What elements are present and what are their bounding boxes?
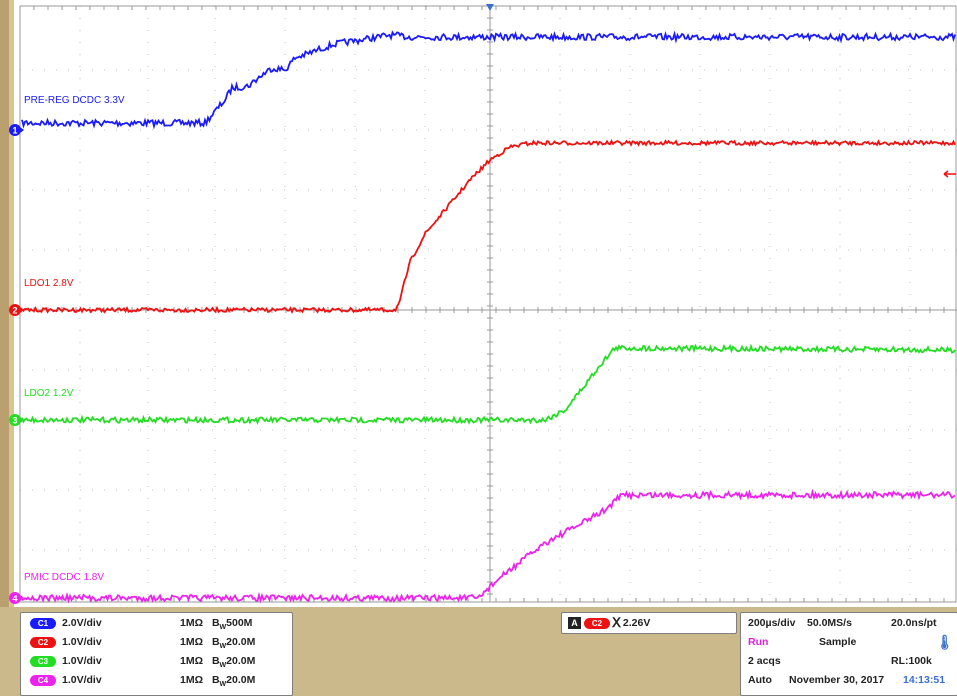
resolution-readout: 20.0ns/pt — [891, 617, 937, 629]
bandwidth-value: 20.0M — [226, 636, 256, 648]
impedance-text: 1MΩ — [180, 636, 204, 648]
channel-marker-number: 1 — [12, 126, 17, 136]
trace-label: PRE-REG DCDC 3.3V — [24, 95, 125, 106]
channel-4-marker[interactable]: 4 — [9, 592, 24, 604]
channel-2-badge[interactable]: C2 — [30, 636, 56, 648]
capture-date: November 30, 2017 — [789, 674, 885, 686]
impedance-text: 1MΩ — [180, 655, 204, 667]
channel-row[interactable]: C2 1.0V/div — [30, 634, 102, 650]
acquisition-count: 2 acqs — [748, 655, 781, 667]
trigger-type-badge: A — [568, 617, 581, 630]
acquisition-panel[interactable]: 200µs/div 50.0MS/s 20.0ns/pt Run Sample … — [740, 612, 957, 696]
channel-3-coupling: 1MΩ BW20.0M — [180, 653, 255, 669]
capture-time: 14:13:51 — [903, 674, 946, 686]
waveform-channel-1 — [21, 30, 956, 130]
trigger-slope-icon: Ⅹ — [612, 615, 621, 631]
bandwidth-subscript: W — [219, 643, 227, 651]
channel-settings-panel: C1 2.0V/div C2 1.0V/div C3 1.0V/div C4 1.0V/… — [20, 612, 293, 696]
trigger-position-marker — [486, 4, 494, 11]
impedance-text: 1MΩ — [180, 617, 204, 629]
waveform-channel-2 — [21, 138, 956, 315]
oscilloscope-display: 1 2 3 4 PRE-REG DCDC 3.3V LDO1 2.8V LDO2 1.2V… — [9, 0, 957, 607]
channel-2-marker[interactable]: 2 — [9, 304, 24, 316]
waveform-channel-4 — [21, 488, 956, 604]
thermometer-icon: 🌡 — [936, 634, 954, 650]
channel-marker-number: 4 — [12, 594, 17, 604]
waveform-channel-3 — [21, 343, 956, 425]
channel-2-scale: 1.0V/div — [62, 636, 102, 649]
bandwidth-subscript: W — [219, 681, 227, 689]
trigger-mode: Auto — [748, 674, 772, 686]
sample-rate-readout: 50.0MS/s — [807, 617, 852, 629]
bandwidth-value: 20.0M — [226, 655, 256, 667]
timebase-readout: 200µs/div — [748, 617, 796, 629]
channel-markers: 1 2 3 4 — [9, 124, 24, 604]
channel-3-scale: 1.0V/div — [62, 655, 102, 668]
channel-3-marker[interactable]: 3 — [9, 414, 24, 426]
run-state[interactable]: Run — [748, 636, 769, 648]
channel-4-scale: 1.0V/div — [62, 674, 102, 687]
bandwidth-value: 20.0M — [226, 674, 256, 686]
channel-1-marker[interactable]: 1 — [9, 124, 24, 136]
bandwidth-symbol: B — [211, 636, 220, 648]
trigger-readout: A C2 Ⅹ 2.26V — [568, 615, 650, 631]
trigger-panel[interactable]: A C2 Ⅹ 2.26V — [561, 612, 737, 634]
channel-4-coupling: 1MΩ BW20.0M — [180, 672, 255, 688]
channel-row[interactable]: C3 1.0V/div — [30, 653, 102, 669]
channel-4-badge[interactable]: C4 — [30, 674, 56, 686]
trace-label: LDO2 1.2V — [24, 388, 74, 399]
graticule-background — [20, 0, 957, 607]
channel-row[interactable]: C4 1.0V/div — [30, 672, 102, 688]
scope-frame-left-inner — [9, 0, 14, 696]
bandwidth-symbol: B — [211, 617, 220, 629]
channel-marker-number: 3 — [12, 416, 17, 426]
bandwidth-subscript: W — [219, 624, 227, 632]
trace-label: PMIC DCDC 1.8V — [24, 572, 104, 583]
acquisition-mode: Sample — [819, 636, 857, 648]
bandwidth-subscript: W — [219, 662, 227, 670]
graticule-grid — [19, 5, 957, 603]
bandwidth-symbol: B — [211, 655, 220, 667]
channel-1-badge[interactable]: C1 — [30, 617, 56, 629]
impedance-text: 1MΩ — [180, 674, 204, 686]
trigger-level: 2.26V — [622, 617, 651, 630]
channel-1-coupling: 1MΩ BW500M — [180, 615, 252, 631]
bandwidth-symbol: B — [211, 674, 220, 686]
trigger-source-badge: C2 — [584, 617, 610, 629]
channel-row[interactable]: C1 2.0V/div — [30, 615, 102, 631]
trace-label: LDO1 2.8V — [24, 278, 74, 289]
waveform-labels: PRE-REG DCDC 3.3V LDO1 2.8V LDO2 1.2V PMIC … — [24, 95, 125, 583]
waveform-traces — [21, 30, 956, 604]
bandwidth-value: 500M — [226, 617, 253, 629]
channel-1-scale: 2.0V/div — [62, 617, 102, 630]
channel-2-coupling: 1MΩ BW20.0M — [180, 634, 255, 650]
channel-marker-number: 2 — [12, 306, 17, 316]
channel-3-badge[interactable]: C3 — [30, 655, 56, 667]
record-length: RL:100k — [891, 655, 932, 667]
trigger-level-arrow — [943, 170, 956, 178]
